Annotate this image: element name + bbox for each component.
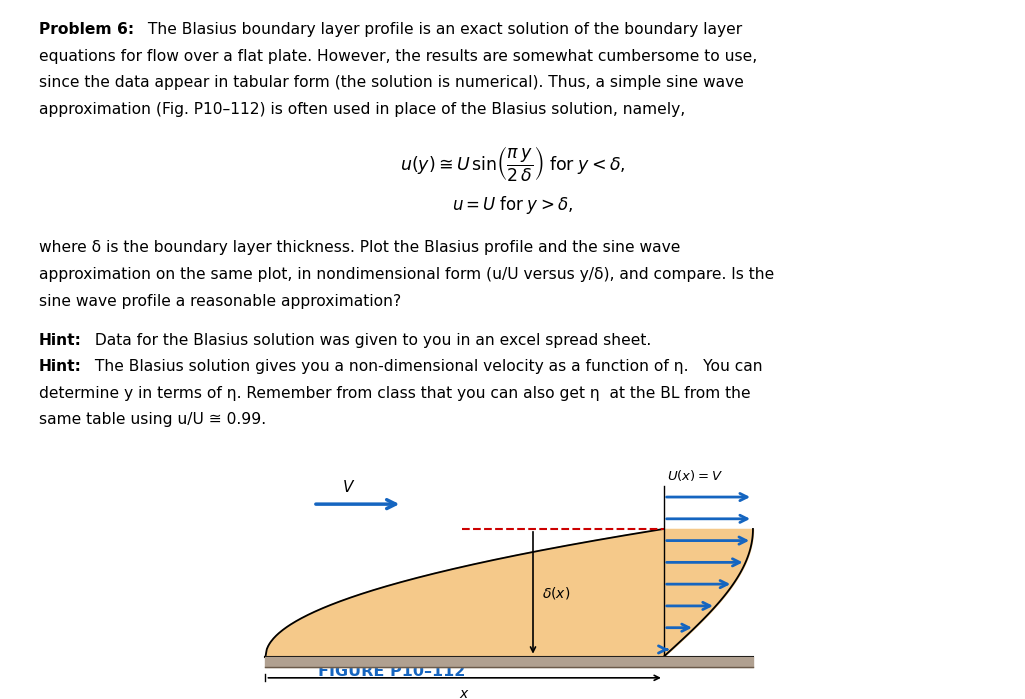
Text: $\delta(x)$: $\delta(x)$ (542, 585, 570, 600)
Text: V: V (342, 480, 354, 496)
Text: determine y in terms of η. Remember from class that you can also get η  at the B: determine y in terms of η. Remember from… (39, 386, 750, 401)
Text: Hint:: Hint: (39, 359, 82, 374)
Text: where δ is the boundary layer thickness. Plot the Blasius profile and the sine w: where δ is the boundary layer thickness.… (39, 240, 681, 255)
Text: $u(y) \cong U\,\sin\!\left(\dfrac{\pi\,y}{2\,\delta}\right)\;\mathrm{for}\;y < \: $u(y) \cong U\,\sin\!\left(\dfrac{\pi\,y… (400, 144, 625, 183)
Text: Hint:: Hint: (39, 333, 82, 347)
Text: FIGURE P10–112: FIGURE P10–112 (318, 665, 465, 679)
Text: since the data appear in tabular form (the solution is numerical). Thus, a simpl: since the data appear in tabular form (t… (39, 75, 744, 90)
Text: same table using u/U ≅ 0.99.: same table using u/U ≅ 0.99. (39, 412, 266, 427)
Text: The Blasius solution gives you a non-dimensional velocity as a function of η.   : The Blasius solution gives you a non-dim… (90, 359, 763, 374)
Text: approximation on the same plot, in nondimensional form (u/U versus y/δ), and com: approximation on the same plot, in nondi… (39, 267, 774, 282)
Polygon shape (265, 529, 664, 656)
Text: Data for the Blasius solution was given to you in an excel spread sheet.: Data for the Blasius solution was given … (90, 333, 652, 347)
Text: approximation (Fig. P10–112) is often used in place of the Blasius solution, nam: approximation (Fig. P10–112) is often us… (39, 102, 685, 117)
Text: equations for flow over a flat plate. However, the results are somewhat cumberso: equations for flow over a flat plate. Ho… (39, 49, 757, 64)
Text: $x$: $x$ (459, 686, 470, 699)
Text: sine wave profile a reasonable approximation?: sine wave profile a reasonable approxima… (39, 294, 401, 308)
Text: $U(x) = V$: $U(x) = V$ (666, 468, 723, 483)
Text: The Blasius boundary layer profile is an exact solution of the boundary layer: The Blasius boundary layer profile is an… (144, 22, 743, 37)
Text: $u = U\;\mathrm{for}\;y > \delta,$: $u = U\;\mathrm{for}\;y > \delta,$ (452, 194, 573, 216)
Text: Problem 6:: Problem 6: (39, 22, 134, 37)
